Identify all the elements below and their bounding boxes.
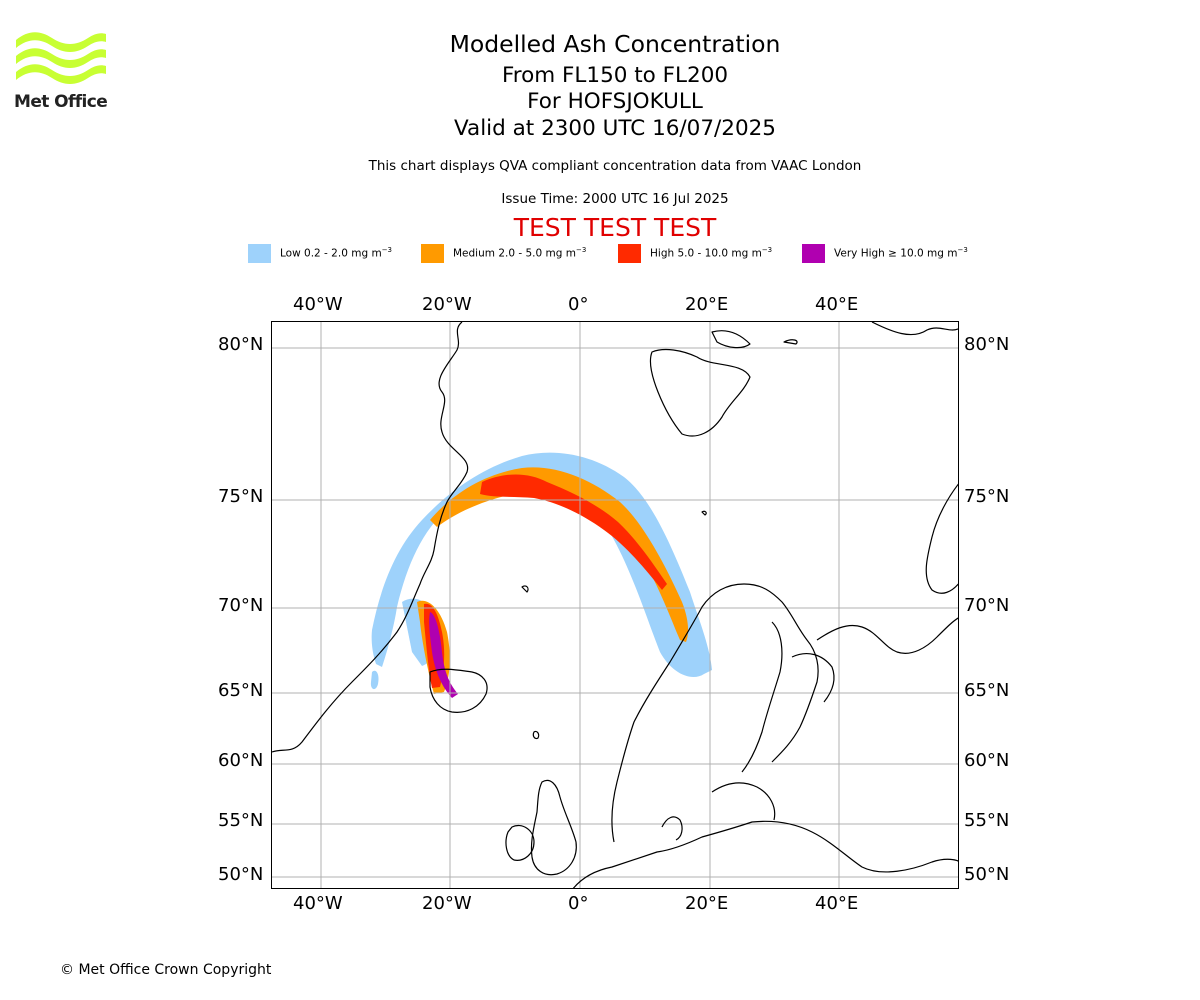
met-office-logo-text: Met Office [14,92,108,112]
ash-concentration-map [271,321,959,889]
lat-tick-right-65n: 65°N [964,680,1010,701]
lon-tick-top-20e: 20°E [685,294,729,315]
legend-swatch-high [618,244,641,263]
coast-ireland [505,824,535,861]
coast-greenland [272,322,469,753]
coast-svalbard-small [783,339,798,345]
coast-bear-island [701,510,707,516]
lon-tick-top-0: 0° [568,294,589,315]
legend-label-low: Low 0.2 - 2.0 mg m [280,247,382,260]
legend-label-very-high: Very High ≥ 10.0 mg m [834,247,958,260]
lon-tick-bottom-40w: 40°W [293,893,343,914]
lon-tick-bottom-20e: 20°E [685,893,729,914]
legend-swatch-low [248,244,271,263]
coast-franz-josef [871,322,958,336]
lat-tick-left-70n: 70°N [218,595,264,616]
lat-tick-right-50n: 50°N [964,864,1010,885]
test-banner: TEST TEST TEST [513,213,717,242]
map-canvas [272,322,958,888]
legend-exp-very-high: −3 [957,246,968,254]
ash-area-medium [430,467,689,642]
lon-tick-bottom-20w: 20°W [422,893,472,914]
lat-tick-right-55n: 55°N [964,810,1010,831]
chart-title: Modelled Ash Concentration [449,30,781,58]
legend-swatch-very-high [802,244,825,263]
valid-time: Valid at 2300 UTC 16/07/2025 [453,116,776,141]
coast-jan-mayen [521,585,529,593]
coast-novaya-zemlya [925,483,958,594]
lon-tick-top-40e: 40°E [815,294,859,315]
ash-area-low [371,452,712,678]
lon-tick-top-20w: 20°W [422,294,472,315]
met-office-logo: Met Office [14,30,108,112]
coast-great-britain [530,779,577,876]
lat-tick-left-60n: 60°N [218,750,264,771]
legend-exp-medium: −3 [575,246,587,254]
coast-faroe [532,730,540,740]
coast-scandinavia [611,583,819,843]
chart-description: This chart displays QVA compliant concen… [368,158,862,174]
coast-white-sea [791,653,835,703]
met-office-logo-waves-icon [16,32,106,84]
lat-tick-left-50n: 50°N [218,864,264,885]
flight-level-range: From FL150 to FL200 [501,63,729,88]
coast-denmark [661,816,683,841]
coastlines [272,322,958,888]
copyright-notice: © Met Office Crown Copyright [60,962,272,978]
lat-tick-left-80n: 80°N [218,334,264,355]
lon-tick-bottom-0: 0° [568,893,589,914]
lat-tick-left-65n: 65°N [218,680,264,701]
legend-swatch-medium [421,244,444,263]
graticule [272,322,958,888]
legend-exp-low: −3 [381,246,393,254]
coast-finland [741,621,783,773]
ash-area-low-blob [370,670,379,690]
legend-exp-high: −3 [761,246,773,254]
coast-kola [816,617,958,654]
lat-tick-right-60n: 60°N [964,750,1010,771]
issue-time: Issue Time: 2000 UTC 16 Jul 2025 [501,191,729,207]
lat-tick-left-75n: 75°N [218,486,264,507]
ash-area-very-high [429,612,458,698]
coast-iceland [429,668,488,713]
lon-tick-top-40w: 40°W [293,294,343,315]
legend-label-medium: Medium 2.0 - 5.0 mg m [453,247,576,260]
lat-tick-right-70n: 70°N [964,595,1010,616]
legend-label-high: High 5.0 - 10.0 mg m [650,247,762,260]
lon-tick-bottom-40e: 40°E [815,893,859,914]
lat-tick-right-80n: 80°N [964,334,1010,355]
lat-tick-left-55n: 55°N [218,810,264,831]
volcano-name: For HOFSJOKULL [527,89,703,114]
lat-tick-right-75n: 75°N [964,486,1010,507]
ash-area-high [480,474,667,590]
coast-svalbard [649,348,751,437]
coast-svalbard-east [711,330,751,349]
coast-baltic [711,782,776,821]
coast-continent [572,820,958,888]
